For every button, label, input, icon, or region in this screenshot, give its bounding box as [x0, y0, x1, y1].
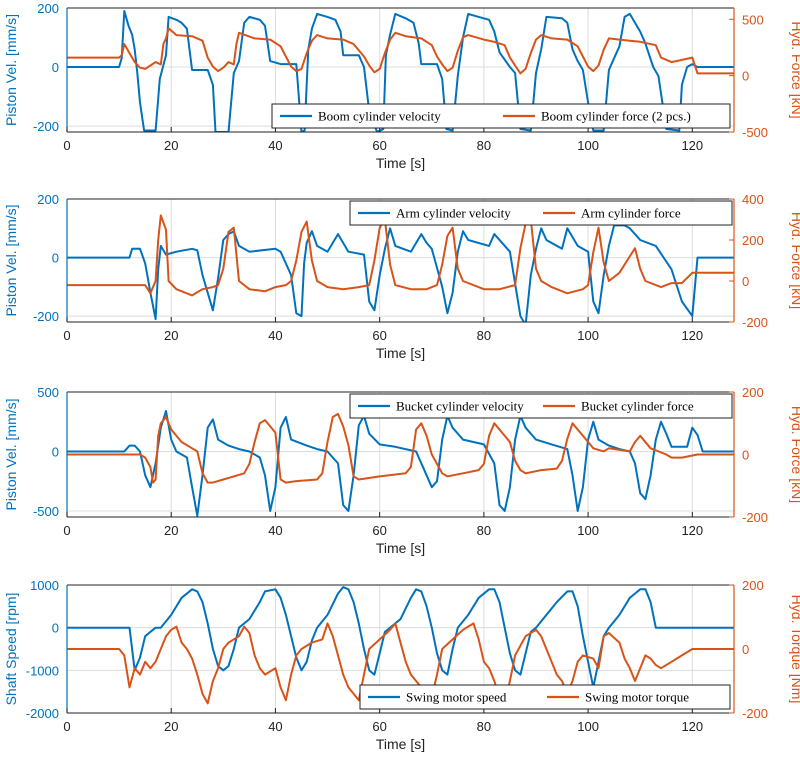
- legend-entry: Arm cylinder velocity: [396, 206, 511, 221]
- series-line-arm-cylinder-force: [67, 214, 734, 297]
- legend-entry: Boom cylinder velocity: [318, 109, 441, 124]
- y-right-tick-label: 500: [742, 12, 764, 27]
- y-right-tick-label: 0: [742, 274, 749, 289]
- y-left-tick-label: 1000: [30, 578, 59, 593]
- x-tick-label: 40: [268, 138, 282, 153]
- legend: Bucket cylinder velocity Bucket cylinder …: [349, 393, 733, 419]
- x-tick-label: 20: [164, 523, 178, 538]
- y-right-tick-label: 0: [742, 448, 749, 463]
- y-right-axis-label: Hyd. Force [kN]: [789, 406, 800, 503]
- y-left-tick-label: 0: [52, 60, 59, 75]
- series-line-swing-motor-torque: [67, 622, 734, 705]
- y-left-tick-label: 0: [52, 621, 59, 636]
- x-tick-label: 20: [164, 138, 178, 153]
- x-axis-label: Time [s]: [376, 736, 425, 752]
- y-right-axis-label: Hyd. Torque [Nm]: [789, 595, 800, 704]
- x-axis-label: Time [s]: [376, 540, 425, 556]
- y-right-tick-label: 400: [742, 192, 764, 207]
- legend-entry: Swing motor speed: [406, 690, 507, 705]
- legend-entry: Bucket cylinder velocity: [396, 399, 524, 414]
- x-tick-label: 60: [372, 138, 386, 153]
- x-axis-label: Time [s]: [376, 155, 425, 171]
- y-right-tick-label: -500: [742, 125, 768, 140]
- y-right-tick-label: -200: [742, 510, 768, 525]
- x-tick-label: 0: [63, 523, 70, 538]
- y-left-axis-label: Piston Vel. [mm/s]: [3, 14, 19, 126]
- y-right-axis-label: Hyd. Force [kN]: [789, 21, 800, 118]
- legend-box: [349, 393, 733, 419]
- y-left-tick-label: -500: [33, 504, 59, 519]
- x-tick-label: 100: [577, 328, 599, 343]
- series-line-boom-cylinder-velocity: [67, 10, 734, 132]
- x-tick-label: 40: [268, 523, 282, 538]
- x-tick-label: 60: [372, 719, 386, 734]
- legend-entry: Boom cylinder force (2 pcs.): [541, 109, 691, 124]
- chart-panel-2: 0 20 40 60 80 100 120 -200 0 200 -200 0 200 400 Time […: [3, 192, 800, 361]
- legend-box: [271, 103, 731, 129]
- y-left-tick-label: -200: [33, 119, 59, 134]
- y-right-tick-label: 0: [742, 642, 749, 657]
- x-tick-label: 80: [477, 523, 491, 538]
- y-left-tick-label: 200: [37, 1, 59, 16]
- y-right-tick-label: 200: [742, 385, 764, 400]
- x-tick-label: 100: [577, 719, 599, 734]
- y-left-axis-label: Piston Vel. [mm/s]: [3, 204, 19, 316]
- y-left-tick-label: 0: [52, 251, 59, 266]
- chart-panel-4: 0 20 40 60 80 100 120-2000-100001000-2000200Ti…: [3, 578, 800, 752]
- series-line-boom-cylinder-force-2-pcs-: [67, 27, 734, 75]
- legend-entry: Swing motor torque: [585, 690, 689, 705]
- x-tick-label: 100: [577, 138, 599, 153]
- x-tick-label: 120: [681, 328, 703, 343]
- x-tick-label: 120: [681, 719, 703, 734]
- x-tick-label: 80: [477, 138, 491, 153]
- y-right-axis-label: Hyd. Force [kN]: [789, 212, 800, 309]
- legend: Arm cylinder velocity Arm cylinder force: [349, 200, 733, 226]
- chart-panel-3: 0 20 40 60 80 100 120 -500 0 500 -200 0 200 Time [s] P…: [3, 385, 800, 556]
- y-right-tick-label: 200: [742, 233, 764, 248]
- x-tick-label: 20: [164, 328, 178, 343]
- x-tick-label: 40: [268, 719, 282, 734]
- series-line-bucket-cylinder-force: [67, 412, 734, 484]
- x-axis-label: Time [s]: [376, 345, 425, 361]
- x-tick-label: 120: [681, 523, 703, 538]
- x-tick-label: 80: [477, 328, 491, 343]
- y-left-tick-label: 500: [37, 385, 59, 400]
- legend-entry: Arm cylinder force: [581, 206, 681, 221]
- series-line-swing-motor-speed: [67, 586, 734, 689]
- x-tick-label: 60: [372, 328, 386, 343]
- legend-entry: Bucket cylinder force: [581, 399, 694, 414]
- x-tick-label: 120: [681, 138, 703, 153]
- y-right-tick-label: 200: [742, 578, 764, 593]
- y-left-axis-label: Piston Vel. [mm/s]: [3, 398, 19, 510]
- x-tick-label: 20: [164, 719, 178, 734]
- legend: Swing motor speed Swing motor torque: [359, 684, 731, 710]
- y-left-tick-label: 0: [52, 445, 59, 460]
- x-tick-label: 0: [63, 138, 70, 153]
- chart-panel-1: 0 20 40 60 80 100 120 -200 0 200 -500 0 500 Time [s] P…: [3, 1, 800, 171]
- y-left-tick-label: -1000: [26, 663, 59, 678]
- y-left-tick-label: -200: [33, 309, 59, 324]
- x-tick-label: 100: [577, 523, 599, 538]
- y-right-tick-label: -200: [742, 315, 768, 330]
- x-tick-label: 0: [63, 719, 70, 734]
- x-tick-label: 0: [63, 328, 70, 343]
- y-right-tick-label: -200: [742, 706, 768, 721]
- y-left-tick-label: 200: [37, 192, 59, 207]
- legend: Boom cylinder velocity Boom cylinder forc…: [271, 103, 731, 129]
- legend-box: [349, 200, 733, 226]
- x-tick-label: 80: [477, 719, 491, 734]
- y-left-axis-label: Shaft Speed [rpm]: [3, 593, 19, 706]
- y-right-tick-label: 0: [742, 69, 749, 84]
- x-tick-label: 40: [268, 328, 282, 343]
- y-left-tick-label: -2000: [26, 706, 59, 721]
- x-tick-label: 60: [372, 523, 386, 538]
- legend-box: [359, 684, 731, 710]
